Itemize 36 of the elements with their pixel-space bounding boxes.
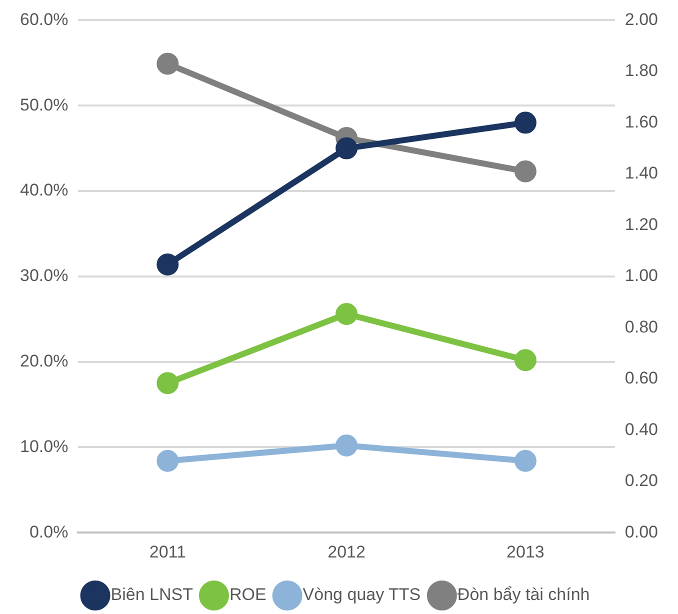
y2-tick-label: 0.80 <box>624 317 658 336</box>
point <box>156 253 179 276</box>
y2-tick-label: 1.60 <box>624 112 658 132</box>
legend-label: Vòng quay TTS <box>302 585 421 604</box>
y2-tick-label: 1.20 <box>624 214 658 234</box>
point <box>156 450 179 472</box>
y2-tick-label: 0.40 <box>624 420 658 439</box>
y-tick-label: 40.0% <box>20 180 68 200</box>
y2-tick-label: 0.60 <box>624 368 658 388</box>
x-tick-label: 2012 <box>328 542 366 562</box>
x-tick-label: 2011 <box>149 542 186 562</box>
point <box>514 112 536 134</box>
point <box>156 372 179 394</box>
legend-label: ROE <box>229 585 266 604</box>
point <box>336 302 358 325</box>
y2-tick-label: 2.00 <box>624 10 658 29</box>
y2-tick-label: 1.80 <box>624 61 658 80</box>
y-tick-label: 50.0% <box>20 95 68 114</box>
y2-tick-label: 1.40 <box>624 164 658 183</box>
point <box>514 160 536 182</box>
x-tick-label: 2013 <box>506 542 544 562</box>
point <box>156 52 179 75</box>
point <box>336 137 358 160</box>
point <box>514 450 536 472</box>
y2-tick-label: 0.20 <box>624 471 658 490</box>
y-tick-label: 30.0% <box>20 266 68 286</box>
y2-tick-label: 0.00 <box>624 522 658 542</box>
legend-label: Đòn bẩy tài chính <box>457 585 590 604</box>
y-tick-label: 60.0% <box>20 10 68 29</box>
y2-tick-label: 1.00 <box>624 266 658 286</box>
y-tick-label: 20.0% <box>20 351 68 370</box>
y-tick-label: 0.0% <box>29 522 68 542</box>
point <box>336 434 358 456</box>
y-tick-label: 10.0% <box>20 436 68 456</box>
point <box>514 349 536 372</box>
legend-label: Biên LNST <box>110 585 193 604</box>
